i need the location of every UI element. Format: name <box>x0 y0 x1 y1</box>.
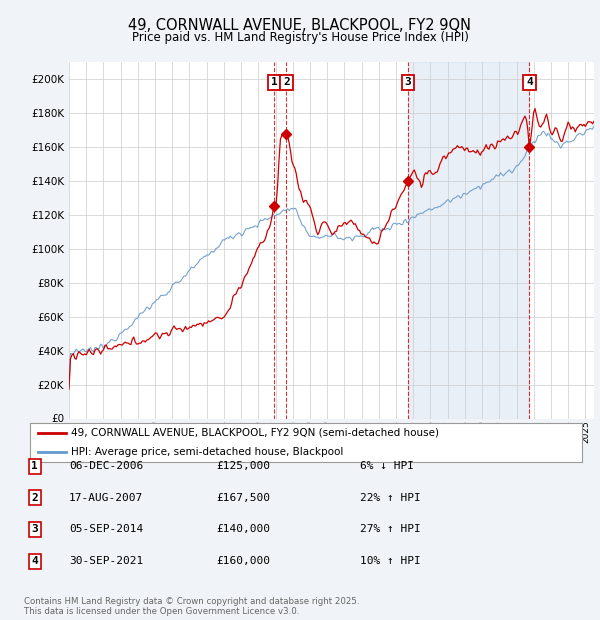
Text: Contains HM Land Registry data © Crown copyright and database right 2025.: Contains HM Land Registry data © Crown c… <box>24 597 359 606</box>
Bar <box>408 62 529 419</box>
Text: 05-SEP-2014: 05-SEP-2014 <box>69 525 143 534</box>
Text: £167,500: £167,500 <box>216 493 270 503</box>
Text: HPI: Average price, semi-detached house, Blackpool: HPI: Average price, semi-detached house,… <box>71 447 344 457</box>
Text: 1: 1 <box>31 461 38 471</box>
Text: £160,000: £160,000 <box>216 556 270 566</box>
Text: 49, CORNWALL AVENUE, BLACKPOOL, FY2 9QN (semi-detached house): 49, CORNWALL AVENUE, BLACKPOOL, FY2 9QN … <box>71 428 439 438</box>
Text: 30-SEP-2021: 30-SEP-2021 <box>69 556 143 566</box>
Text: 6% ↓ HPI: 6% ↓ HPI <box>360 461 414 471</box>
Text: 27% ↑ HPI: 27% ↑ HPI <box>360 525 421 534</box>
Text: Price paid vs. HM Land Registry's House Price Index (HPI): Price paid vs. HM Land Registry's House … <box>131 31 469 44</box>
Text: 3: 3 <box>404 78 411 87</box>
Text: £125,000: £125,000 <box>216 461 270 471</box>
Text: 4: 4 <box>31 556 38 566</box>
Text: 1: 1 <box>271 78 278 87</box>
Text: £140,000: £140,000 <box>216 525 270 534</box>
Text: 4: 4 <box>526 78 533 87</box>
Text: 3: 3 <box>31 525 38 534</box>
Text: 10% ↑ HPI: 10% ↑ HPI <box>360 556 421 566</box>
Text: This data is licensed under the Open Government Licence v3.0.: This data is licensed under the Open Gov… <box>24 607 299 616</box>
Text: 2: 2 <box>31 493 38 503</box>
Text: 49, CORNWALL AVENUE, BLACKPOOL, FY2 9QN: 49, CORNWALL AVENUE, BLACKPOOL, FY2 9QN <box>128 18 472 33</box>
Text: 17-AUG-2007: 17-AUG-2007 <box>69 493 143 503</box>
Text: 2: 2 <box>283 78 290 87</box>
Text: 22% ↑ HPI: 22% ↑ HPI <box>360 493 421 503</box>
Text: 06-DEC-2006: 06-DEC-2006 <box>69 461 143 471</box>
